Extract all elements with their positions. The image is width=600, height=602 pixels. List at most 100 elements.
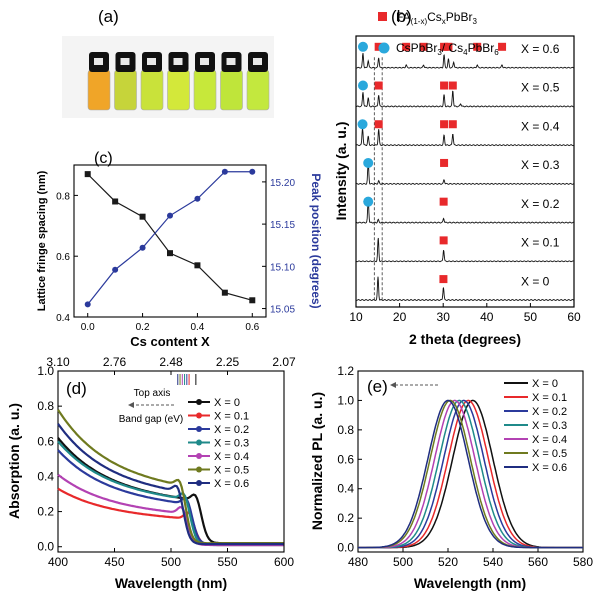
b-fa-marker [419, 42, 428, 51]
e-ytick-label: 0.0 [337, 541, 354, 555]
b-xtick-label: 50 [524, 310, 538, 324]
b-fa-marker [439, 236, 448, 245]
b-fa-marker [439, 197, 448, 206]
panel-b-legend: FA(1-x)CsxPbBr3 CsPbBr3/ Cs4PbBr6 [378, 10, 499, 57]
legend-cs-marker [378, 42, 390, 54]
b-pattern-line [355, 128, 575, 147]
vial-cap-label [94, 58, 103, 65]
c-xtick-label: 0.2 [136, 322, 150, 333]
b-cs-marker [363, 157, 374, 168]
c-peak-point [112, 266, 119, 273]
b-pattern-line [355, 90, 575, 108]
d-legend-label: X = 0.3 [214, 438, 249, 450]
e-ytick-label: 1.2 [337, 364, 354, 378]
e-xtick-label: 580 [573, 555, 593, 569]
b-fa-marker [374, 120, 383, 129]
panel-label-e: (e) [367, 377, 388, 396]
b-fa-marker [448, 120, 457, 129]
panel-label-b: (b) [391, 7, 412, 26]
b-fa-marker [473, 42, 482, 51]
panel-d-absorption: (d) 400 450 500 550 600 3.10 2.76 2.48 2.25 2.07 0… [6, 355, 296, 591]
c-lattice-point [221, 289, 228, 296]
d-top-tick-label: 2.76 [103, 355, 127, 369]
b-pattern-line [355, 161, 575, 185]
annotation-arrow-head [128, 402, 134, 408]
b-pattern-line [355, 53, 575, 69]
c-peak-point [194, 195, 201, 202]
vial-cap-label [173, 58, 183, 65]
c-lattice-point [194, 262, 201, 269]
b-pattern-line [355, 237, 575, 263]
c-xtick-label: 0.4 [190, 322, 204, 333]
legend-fa-label: FA(1-x)CsxPbBr3 [396, 10, 477, 26]
d-xtick-label: 400 [48, 555, 68, 569]
c-xtick-label: 0.6 [245, 322, 259, 333]
b-pattern-line [355, 199, 575, 224]
b-cs-marker [357, 80, 368, 91]
e-ytick-label: 0.8 [337, 423, 354, 437]
panel-d-annotation-top-axis: Top axis [134, 388, 171, 399]
legend-fa-marker [378, 12, 387, 21]
d-ytick-label: 1.0 [37, 364, 54, 378]
b-fa-marker [374, 81, 383, 90]
vial-body [114, 69, 137, 111]
panel-e-frame [357, 370, 584, 553]
b-series-label: X = 0 [521, 274, 550, 288]
b-fa-marker [444, 42, 453, 51]
d-legend-marker [196, 480, 202, 486]
e-ytick-label: 1.0 [337, 393, 354, 407]
b-series-label: X = 0.1 [521, 236, 560, 250]
c-peak-point [84, 301, 91, 308]
d-legend-marker [196, 439, 202, 446]
panel-e-xlabel: Wavelength (nm) [414, 575, 526, 591]
panel-e-ylabel: Normalized PL (a. u.) [309, 392, 325, 530]
b-fa-marker [448, 81, 457, 90]
vial-cap-label [200, 58, 209, 65]
e-pl-curve [358, 399, 583, 549]
e-xtick-label: 500 [393, 555, 413, 569]
vial-cap-label [147, 58, 156, 65]
vial-body [193, 69, 217, 111]
d-absorption-curve [57, 473, 284, 547]
c-lattice-point [112, 198, 119, 205]
c-ytick-label: 0.4 [56, 313, 70, 324]
d-xtick-label: 500 [161, 555, 181, 569]
e-legend-label: X = 0.6 [532, 462, 567, 474]
panel-d-ylabel: Absorption (a. u.) [6, 403, 22, 519]
vial-body [246, 69, 270, 111]
b-xtick-label: 20 [393, 310, 407, 324]
d-top-tick-label: 2.48 [159, 355, 183, 369]
d-legend-marker [196, 466, 202, 473]
e-xtick-label: 560 [528, 555, 548, 569]
panel-label-d: (d) [66, 379, 87, 398]
c-lattice-line [87, 173, 253, 301]
vial-cap-label [226, 58, 236, 65]
vial-cap-label [253, 58, 262, 65]
panel-a-photo [62, 36, 274, 118]
d-ytick-label: 0.2 [37, 505, 54, 519]
c-peak-point [139, 244, 146, 251]
panel-label-c: (c) [94, 150, 113, 167]
d-xtick-label: 550 [217, 555, 237, 569]
b-fa-marker [440, 81, 449, 90]
b-xtick-label: 60 [567, 310, 581, 324]
panel-b-ylabel: Intensity (a. u.) [333, 122, 349, 221]
b-cs-marker [363, 196, 374, 207]
c-y2tick-label: 15.15 [270, 220, 295, 231]
d-top-tick-label: 2.25 [216, 355, 240, 369]
panel-label-a: (a) [98, 7, 119, 26]
e-legend-label: X = 0.4 [532, 434, 567, 446]
b-xtick-label: 30 [437, 310, 451, 324]
e-ytick-label: 0.6 [337, 452, 354, 466]
vial-body [140, 69, 164, 111]
e-legend-label: X = 0.2 [532, 406, 567, 418]
c-peak-point [221, 168, 228, 175]
d-ytick-label: 0.4 [37, 469, 54, 483]
d-legend-marker [196, 412, 202, 419]
b-fa-marker [440, 42, 449, 51]
b-fa-marker [440, 120, 449, 129]
e-xtick-label: 480 [348, 555, 368, 569]
b-series-label: X = 0.5 [521, 81, 560, 95]
panel-d-xlabel: Wavelength (nm) [115, 575, 227, 591]
